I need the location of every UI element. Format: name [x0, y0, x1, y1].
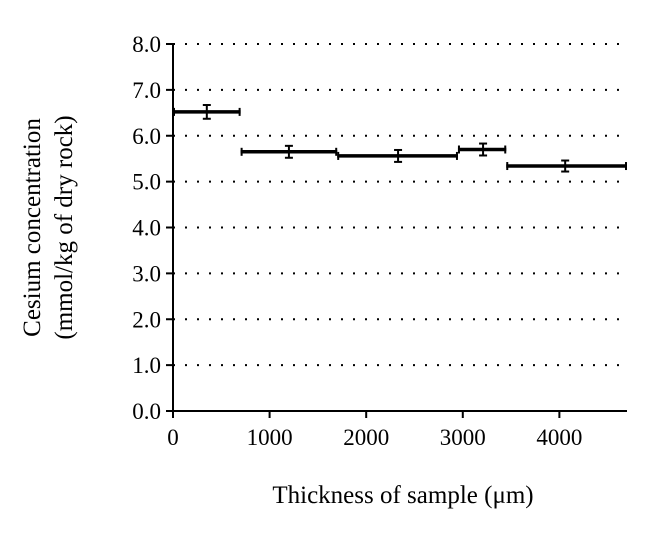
data-point: [457, 142, 507, 157]
y-axis-label-line-1: Cesium concentration: [19, 118, 46, 337]
x-axis-label: Thickness of sample (μm): [272, 482, 533, 509]
y-tick-label: 8.0: [132, 32, 161, 57]
y-tick-label: 2.0: [132, 307, 161, 332]
data-series: [173, 104, 627, 173]
x-ticks: 0 1000 2000 3000 4000: [167, 411, 582, 450]
y-tick-label: 0.0: [132, 399, 161, 424]
data-point: [173, 104, 241, 120]
x-tick-label: 2000: [343, 425, 389, 450]
x-tick-label: 1000: [247, 425, 293, 450]
x-tick-label: 0: [167, 425, 179, 450]
data-point: [337, 148, 458, 163]
y-tick-label: 4.0: [132, 216, 161, 241]
y-tick-label: 3.0: [132, 261, 161, 286]
y-tick-label: 5.0: [132, 170, 161, 195]
data-point: [240, 144, 338, 159]
y-tick-label: 7.0: [132, 78, 161, 103]
y-tick-label: 6.0: [132, 124, 161, 149]
y-tick-label: 1.0: [132, 353, 161, 378]
x-tick-label: 3000: [440, 425, 486, 450]
gridlines: [173, 43, 627, 367]
y-axis-label-line-2: (mmol/kg of dry rock): [51, 115, 78, 339]
y-ticks: 0.0 1.0 2.0 3.0 4.0 5.0 6.0 7.0 8.0: [132, 32, 173, 424]
y-axis-label: Cesium concentration (mmol/kg of dry roc…: [19, 115, 78, 339]
data-point: [506, 159, 627, 173]
x-tick-label: 4000: [536, 425, 582, 450]
